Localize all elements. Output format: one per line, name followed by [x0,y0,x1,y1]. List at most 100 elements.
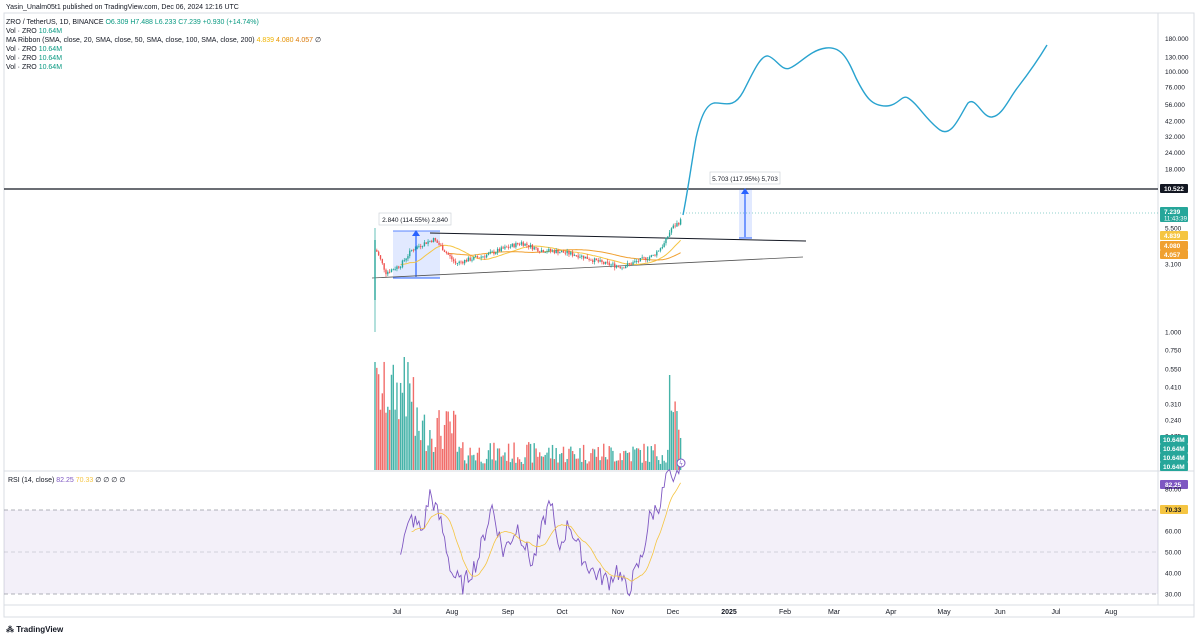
volume-bar [623,451,625,470]
price-badge [1160,231,1188,240]
volume-bar [390,374,393,470]
tradingview-logo-icon: ⁂ [6,625,17,634]
symbol-legend[interactable]: ZRO / TetherUS, 1D, BINANCE O6.309 H7.48… [6,18,259,27]
price-badge [1160,184,1188,193]
volume-bar [678,429,680,470]
volume-marker-icon[interactable] [676,458,686,468]
ohlc-values: O6.309 H7.488 L6.233 C7.239 +0.930 (+14.… [105,19,259,26]
candle-body [597,260,599,262]
rsi-legend[interactable]: RSI (14, close) 82.25 70.33 ∅ ∅ ∅ ∅ [8,476,125,484]
ma-value-1: 4.839 [256,37,275,44]
candle-body [637,261,640,262]
volume-legend-4[interactable]: Vol · ZRO 10.64M [6,63,62,72]
candle-body [665,237,667,244]
candle-body [588,258,590,260]
volume-bar [421,420,424,470]
volume-bar [584,459,587,470]
volume-legend-label: Vol · ZRO [6,46,37,53]
volume-bar [451,433,453,470]
volume-bar [379,409,382,470]
candle-body [440,244,442,246]
volume-bar [447,411,449,470]
candle-body [659,248,662,251]
price-tick-label: 42.000 [1165,118,1185,125]
volume-bar [544,454,546,470]
rsi-badge [1160,505,1188,514]
volume-bar [452,410,455,470]
candle-body [546,251,548,253]
candle-body [608,262,610,266]
candle-body [409,250,411,257]
candle-body [656,251,658,256]
volume-bar [597,447,599,470]
volume-legend-3[interactable]: Vol · ZRO 10.64M [6,54,62,63]
candle-body [577,255,579,258]
volume-bar [432,451,435,470]
candle-body [432,237,435,243]
candle-body [452,259,455,262]
volume-legend-2[interactable]: Vol · ZRO 10.64M [6,45,62,54]
symbol-label[interactable]: ZRO / TetherUS, 1D, BINANCE [6,19,104,26]
volume-bar [502,455,504,470]
volume-bar [553,459,556,470]
candle-body [412,249,415,251]
candle-body [410,249,413,251]
candle-body [586,256,588,259]
measure-box-1-label: 2.840 (114.55%) 2,840 [382,217,448,224]
candle-body [593,258,596,262]
volume-bar [542,456,545,470]
volume-bar [496,448,499,470]
candle-body [511,243,513,247]
candle-body [458,261,460,264]
price-tick-label: 56.000 [1165,102,1185,109]
volume-marker-glyph: ϟ [679,461,683,468]
volume-bar [531,462,534,470]
time-axis[interactable]: Jul Aug Sep Oct Nov Dec 2025 Feb Mar Apr May Jun Jul… [393,609,1118,616]
candle-body [619,266,621,269]
rsi-line [400,461,682,597]
volume-bar [445,411,448,470]
candle-body [476,256,479,258]
candle-body [449,254,451,257]
volume-bar [650,446,653,470]
volume-bar [438,410,440,470]
candle-body [401,260,404,268]
volume-bar [635,448,638,470]
candle-body [394,269,396,270]
ma-ribbon-legend[interactable]: MA Ribbon (SMA, close, 20, SMA, close, 5… [6,36,321,45]
candle-body [599,260,601,262]
price-tick-label: 0.240 [1165,418,1182,425]
candle-body [377,251,380,256]
volume-bar [549,458,552,470]
candle-body [652,254,654,256]
volume-bar [418,430,420,470]
volume-bar [416,407,418,470]
volume-bar [639,449,642,470]
volume-bar [566,458,568,470]
volume-legend-label: Vol · ZRO [6,64,37,71]
volume-bar [533,443,535,470]
candle-body [390,269,393,273]
volume-legend-1[interactable]: Vol · ZRO 10.64M [6,27,62,36]
volume-bar [474,460,477,470]
volume-bar [577,458,579,470]
time-tick-label: Jul [393,609,402,616]
candle-body [566,251,568,254]
ma-50-line [448,249,681,261]
candle-body [524,243,526,246]
candle-body [399,267,402,268]
volume-bar [581,461,583,470]
candle-body [478,257,481,259]
rsi-axis[interactable]: 80.00 60.00 50.00 40.00 30.00 [1165,487,1182,599]
candle-body [626,263,629,267]
candle-body [379,255,382,260]
candle-body [539,251,541,253]
candle-body [592,260,594,262]
candle-body [507,247,510,248]
tradingview-logo[interactable]: ⁂ TradingView [6,625,63,634]
candle-body [445,251,448,253]
volume-bar [511,458,513,470]
volume-bar [667,449,669,470]
candle-body [560,251,563,253]
